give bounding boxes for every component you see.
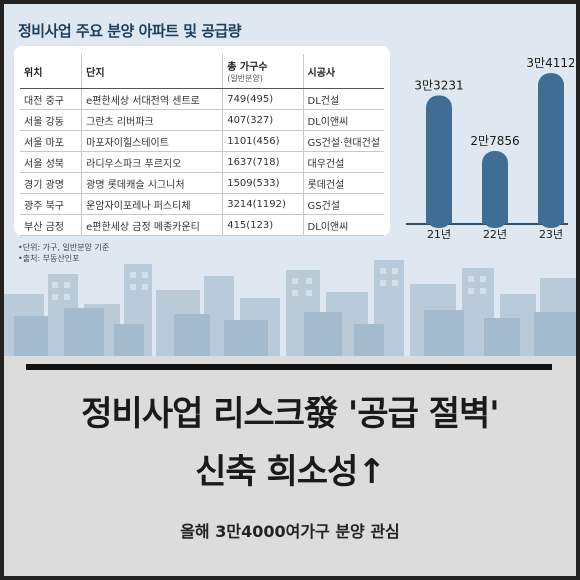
data-label-21년: 3만3231	[414, 79, 463, 93]
x-tick-22년: 22년	[483, 228, 507, 241]
projects-table: 위치 단지 총 가구수 (일반분양) 시공사 대전 중구 e편한세상 서대전역 센…	[20, 54, 384, 236]
cell-complex: e편한세상 금정 메종카운티	[81, 214, 224, 236]
header-units-sub: (일반분양)	[227, 74, 263, 83]
cell-complex: 광명 롯데캐슬 시그니처	[81, 172, 224, 194]
cell-units: 749(495)	[222, 88, 304, 110]
cell-region: 서울 강동	[20, 109, 83, 131]
table-body: 대전 중구 e편한세상 서대전역 센트로 749(495) DL건설 서울 강동 그란츠 …	[20, 88, 384, 236]
table-row: 경기 광명 광명 롯데캐슬 시그니처 1509(533) 롯데건설	[20, 172, 384, 194]
table-row: 서울 강동 그란츠 리버파크 407(327) DL이앤씨	[20, 109, 384, 131]
cell-complex: 그란츠 리버파크	[81, 109, 224, 131]
cell-region: 서울 성북	[20, 151, 83, 173]
table-header-row: 위치 단지 총 가구수 (일반분양) 시공사	[20, 54, 384, 89]
bar-23년	[538, 73, 564, 228]
header-complex: 단지	[81, 54, 224, 89]
cell-builder: 롯데건설	[303, 172, 384, 194]
header-region: 위치	[20, 54, 83, 89]
header-units: 총 가구수 (일반분양)	[222, 54, 304, 89]
cell-units: 407(327)	[222, 109, 304, 131]
cell-complex: e편한세상 서대전역 센트로	[81, 88, 224, 110]
cell-complex: 운암자이포레나 퍼스티체	[81, 193, 224, 215]
table-row: 서울 마포 마포자이힐스테이트 1101(456) GS건설·현대건설	[20, 130, 384, 152]
projects-table-card: 위치 단지 총 가구수 (일반분양) 시공사 대전 중구 e편한세상 서대전역 센…	[14, 46, 390, 236]
supply-bar-chart: 3만3231 21년 2만7856 22년 3만4112 23년	[406, 56, 574, 241]
headline-subtitle: 올해 3만4000여가구 분양 관심	[180, 522, 400, 541]
table-row: 서울 성북 라디우스파크 푸르지오 1637(718) 대우건설	[20, 151, 384, 173]
infographic-title: 정비사업 주요 분양 아파트 및 공급량	[18, 22, 242, 40]
cell-region: 광주 북구	[20, 193, 83, 215]
city-skyline-illustration	[4, 260, 576, 356]
bar-base-22년	[482, 212, 508, 224]
infographic-panel: 정비사업 주요 분양 아파트 및 공급량 위치 단지 총 가구수 (일반분양) …	[4, 4, 576, 356]
cell-complex: 라디우스파크 푸르지오	[81, 151, 224, 173]
table-row: 광주 북구 운암자이포레나 퍼스티체 3214(1192) GS건설	[20, 193, 384, 215]
notes: •단위: 가구, 일반분양 기준 •출처: 부동산인포	[18, 242, 109, 264]
headline-line1: 정비사업 리스크發 '공급 절벽'	[81, 394, 499, 434]
bar-base-21년	[426, 212, 452, 224]
cell-builder: DL이앤씨	[303, 109, 384, 131]
cell-region: 대전 중구	[20, 88, 83, 110]
cell-builder: GS건설	[303, 193, 384, 215]
cell-units: 1509(533)	[222, 172, 304, 194]
table-row: 대전 중구 e편한세상 서대전역 센트로 749(495) DL건설	[20, 88, 384, 110]
headline-panel: 정비사업 리스크發 '공급 절벽' 신축 희소성↑ 올해 3만4000여가구 분…	[4, 356, 576, 576]
x-tick-21년: 21년	[427, 228, 451, 241]
x-tick-23년: 23년	[539, 228, 563, 241]
divider-bar	[26, 364, 552, 370]
note-unit: •단위: 가구, 일반분양 기준	[18, 243, 110, 252]
cell-builder: GS건설·현대건설	[303, 130, 384, 152]
cell-units: 1101(456)	[222, 130, 304, 152]
header-builder: 시공사	[303, 54, 384, 89]
bar-22년	[482, 151, 508, 228]
header-units-label: 총 가구수	[227, 62, 268, 73]
data-label-23년: 3만4112	[526, 56, 574, 70]
cell-complex: 마포자이힐스테이트	[81, 130, 224, 152]
cell-units: 415(123)	[222, 214, 304, 236]
cell-builder: DL이앤씨	[303, 214, 384, 236]
cell-units: 1637(718)	[222, 151, 304, 173]
bar-21년	[426, 95, 452, 228]
cell-region: 경기 광명	[20, 172, 83, 194]
cell-region: 서울 마포	[20, 130, 83, 152]
note-source: •출처: 부동산인포	[18, 254, 80, 263]
data-label-22년: 2만7856	[470, 134, 519, 148]
cell-units: 3214(1192)	[222, 193, 304, 215]
cell-builder: 대우건설	[303, 151, 384, 173]
cell-builder: DL건설	[303, 88, 384, 110]
headline-line2: 신축 희소성↑	[195, 452, 386, 492]
table-row: 부산 금정 e편한세상 금정 메종카운티 415(123) DL이앤씨	[20, 214, 384, 236]
bar-base-23년	[538, 212, 564, 224]
cell-region: 부산 금정	[20, 214, 83, 236]
